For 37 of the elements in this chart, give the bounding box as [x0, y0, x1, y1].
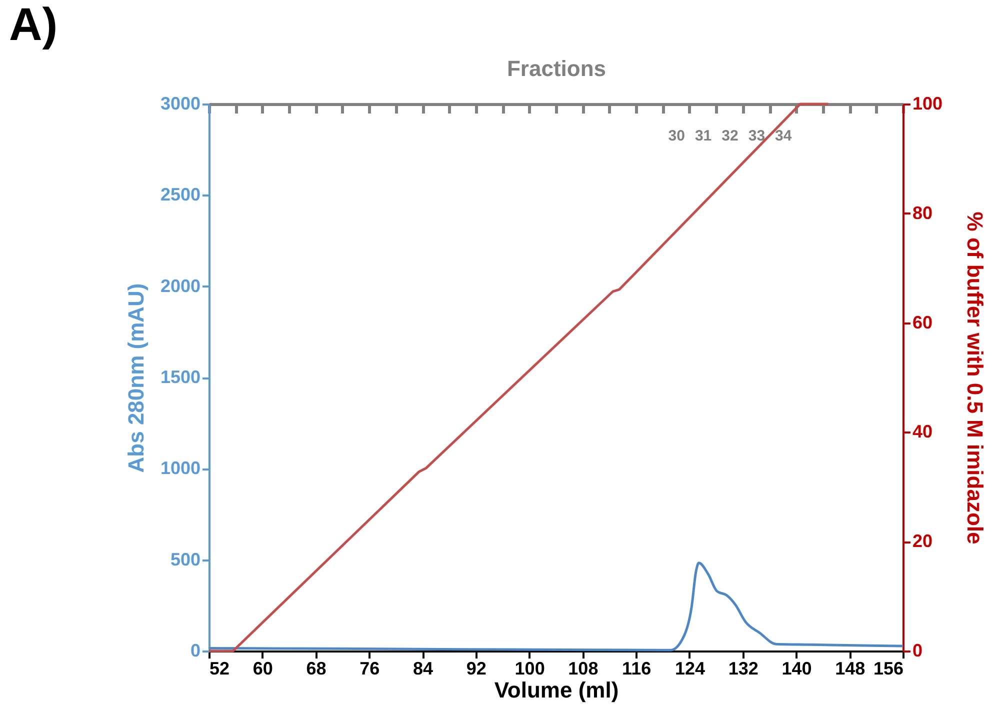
x-tick-label: 92: [466, 658, 486, 678]
y2-tick-label: 40: [912, 422, 933, 442]
y-tick-label: 2000: [160, 276, 200, 296]
y-tick-label: 3000: [160, 94, 200, 114]
x2-axis-title: Fractions: [506, 56, 606, 81]
y-tick-label: 1000: [160, 458, 200, 478]
x2-tick-label: 34: [775, 128, 792, 144]
x-tick-label: 60: [252, 658, 273, 678]
y-axis-title: Abs 280nm (mAU): [123, 283, 148, 473]
y2-tick-label: 100: [912, 94, 943, 114]
text: A): [9, 0, 58, 50]
x-tick-label: 156: [873, 658, 904, 678]
y2-tick-label: 20: [912, 531, 933, 552]
x2-tick-label: 31: [694, 128, 712, 144]
y2-tick-label: 60: [912, 312, 933, 332]
x-tick-label: 84: [413, 658, 434, 678]
y2-tick-label: 0: [912, 640, 923, 660]
y-tick-label: 2500: [160, 184, 200, 205]
x2-tick-label: 30: [668, 128, 685, 144]
y2-tick-label: 80: [912, 202, 933, 223]
x-tick-label: 148: [835, 658, 866, 678]
x-tick-label: 116: [622, 658, 652, 678]
x-tick-label: 140: [782, 658, 812, 678]
x-tick-label: 132: [728, 658, 758, 678]
x2-tick-label: 33: [748, 128, 766, 144]
x2-tick-label: 32: [722, 128, 738, 144]
x-tick-label: 108: [568, 658, 598, 678]
y2-axis-title: % of buffer with 0.5 M imidazole: [962, 212, 988, 544]
x-tick-label: 52: [210, 658, 230, 678]
y-tick-label: 1500: [160, 367, 200, 387]
y-tick-label: 0: [190, 640, 200, 660]
x-tick-label: 124: [674, 658, 705, 678]
x-axis-title: Volume (ml): [494, 678, 619, 702]
x-tick-label: 100: [514, 658, 545, 678]
x-tick-label: 76: [360, 658, 380, 678]
x-tick-label: 68: [306, 658, 326, 678]
y-tick-label: 500: [170, 549, 200, 570]
